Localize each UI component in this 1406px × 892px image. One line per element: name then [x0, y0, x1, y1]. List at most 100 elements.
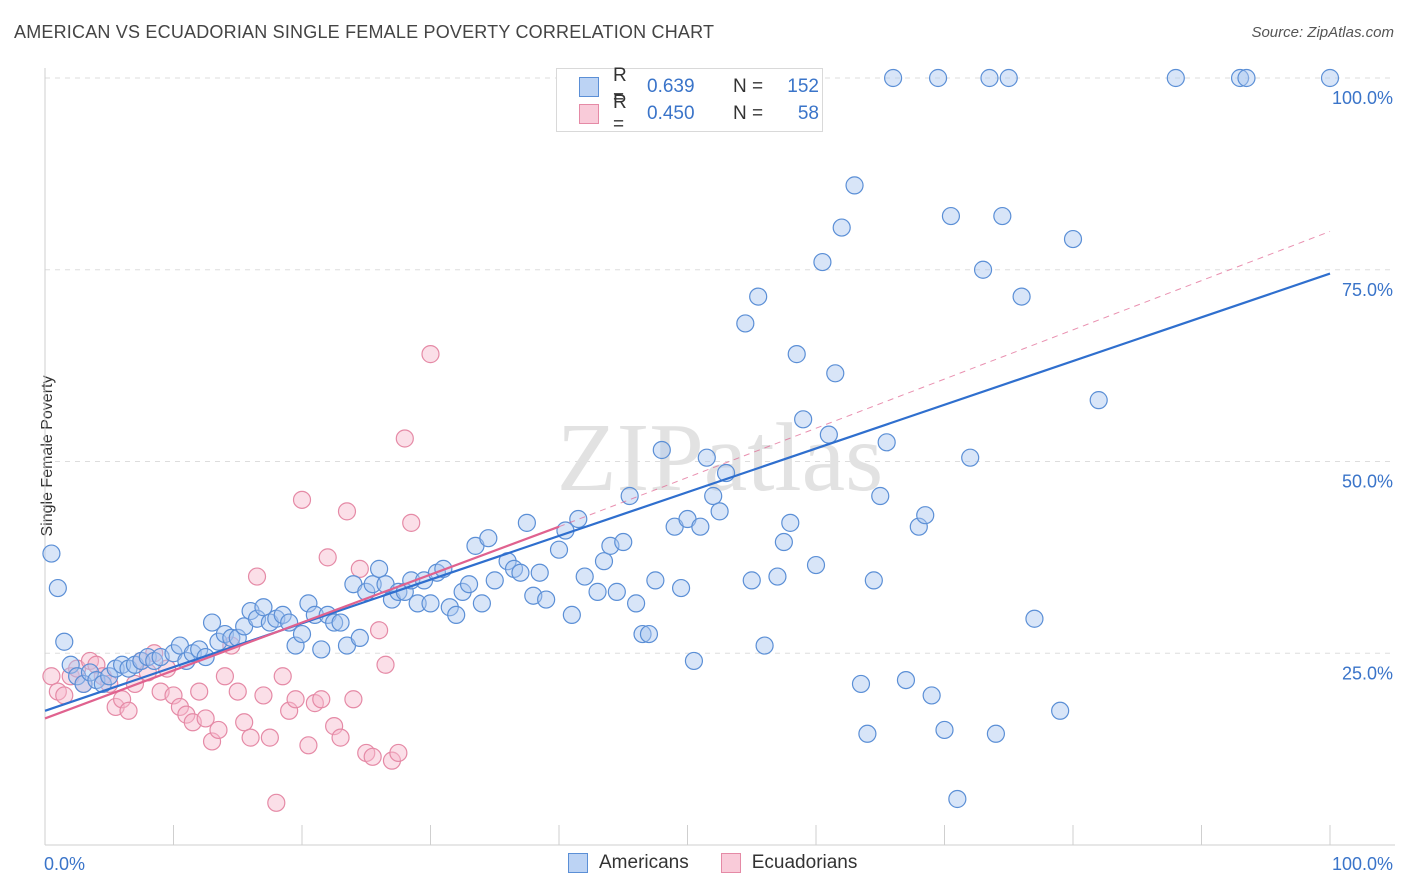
data-point: [684, 651, 704, 671]
data-point: [986, 724, 1006, 743]
data-point: [344, 690, 363, 709]
data-point: [164, 686, 183, 705]
data-point: [325, 613, 344, 632]
data-point: [742, 571, 761, 590]
data-point: [119, 701, 138, 720]
data-point: [851, 674, 871, 694]
data-point: [993, 206, 1012, 226]
data-point: [864, 571, 883, 590]
data-point: [312, 690, 331, 709]
data-point: [909, 517, 928, 536]
data-point: [607, 582, 626, 601]
data-point: [916, 506, 935, 525]
legend-item-americans[interactable]: Americans: [568, 852, 689, 874]
ecuadorians-trend-line: [44, 525, 560, 720]
ecuadorians-label: Ecuadorians: [751, 852, 858, 873]
data-point: [286, 690, 305, 709]
data-point: [299, 594, 318, 613]
data-point: [190, 682, 209, 701]
data-point: [948, 789, 967, 809]
grid-layer: [44, 68, 1395, 846]
data-point: [241, 728, 260, 747]
data-point: [260, 728, 279, 747]
legend-item-ecuadorians[interactable]: Ecuadorians: [720, 852, 858, 874]
data-point: [42, 544, 61, 563]
data-point: [562, 605, 581, 625]
ecuadorians-points: [42, 345, 440, 812]
tick-labels: 25.0% 50.0% 75.0% 100.0% 0.0% 100.0%: [44, 88, 1393, 874]
data-point: [280, 701, 299, 720]
americans-trend-line: [44, 272, 1331, 712]
x-tick-label: 0.0%: [44, 854, 85, 874]
y-tick-label: 50.0%: [1342, 472, 1393, 492]
data-point: [652, 440, 671, 460]
data-point: [376, 655, 395, 674]
data-point: [781, 513, 800, 532]
data-point: [363, 747, 382, 766]
legend-row-americans: R = 0.639 N = 152: [579, 65, 819, 108]
data-point: [363, 575, 382, 594]
data-point: [209, 720, 228, 740]
data-point: [389, 743, 408, 763]
data-point: [228, 682, 247, 701]
data-point: [1230, 68, 1250, 88]
n-label: N =: [733, 103, 764, 124]
data-point: [517, 513, 536, 532]
data-point: [794, 410, 813, 429]
data-point: [620, 486, 639, 506]
data-point: [485, 571, 504, 590]
data-point: [331, 728, 350, 747]
ecuadorians-swatch: [720, 853, 741, 873]
trend-extension-line: [558, 230, 1331, 528]
data-point: [980, 68, 999, 88]
data-point: [1089, 391, 1108, 410]
data-point: [575, 567, 594, 586]
data-point: [639, 624, 659, 644]
data-point: [292, 624, 312, 644]
data-point: [472, 594, 491, 613]
data-point: [941, 206, 961, 226]
r-label: R =: [613, 92, 627, 135]
data-point: [691, 517, 710, 536]
data-point: [704, 486, 723, 506]
x-tick-label: 100.0%: [1332, 854, 1393, 874]
data-point: [787, 345, 806, 364]
data-point: [819, 425, 838, 444]
source-label: Source: ZipAtlas.com: [1251, 24, 1394, 41]
y-tick-label: 25.0%: [1342, 663, 1393, 683]
data-point: [254, 686, 273, 705]
data-point: [286, 636, 305, 655]
data-point: [370, 621, 389, 640]
data-point: [292, 490, 312, 509]
data-point: [331, 613, 350, 632]
data-point: [267, 793, 286, 812]
data-point: [48, 578, 67, 598]
data-point: [935, 720, 954, 740]
chart-title: AMERICAN VS ECUADORIAN SINGLE FEMALE POV…: [14, 22, 715, 42]
data-point: [325, 717, 344, 736]
data-point: [202, 732, 222, 751]
data-point: [594, 552, 614, 571]
correlation-legend: R = 0.639 N = 152 R = 0.450 N = 58: [556, 65, 823, 135]
series-legend: Americans Ecuadorians: [568, 852, 889, 874]
data-point: [768, 567, 787, 586]
data-point: [235, 713, 254, 732]
americans-swatch: [568, 853, 588, 873]
data-point: [1051, 701, 1070, 720]
data-point: [871, 486, 890, 506]
data-point: [350, 628, 369, 648]
data-point: [671, 578, 691, 598]
ecuadorians-swatch: [579, 104, 599, 124]
data-point: [299, 736, 318, 755]
data-point: [614, 532, 633, 552]
data-point: [254, 598, 273, 617]
data-point: [774, 532, 793, 552]
data-point: [61, 655, 80, 674]
data-point: [55, 632, 74, 651]
r-value: 0.639: [647, 76, 695, 97]
r-value: 0.450: [647, 103, 695, 124]
data-point: [813, 252, 832, 272]
data-point: [312, 640, 331, 659]
americans-points: [42, 68, 1340, 809]
